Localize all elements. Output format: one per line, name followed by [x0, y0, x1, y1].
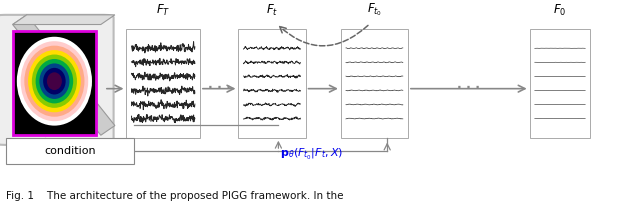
Polygon shape: [13, 15, 115, 135]
Ellipse shape: [17, 37, 92, 126]
Bar: [340, 29, 408, 138]
Ellipse shape: [43, 68, 66, 95]
Text: · · ·: · · ·: [208, 81, 230, 94]
Bar: [13, 31, 96, 135]
Ellipse shape: [20, 41, 88, 121]
Text: $F_0$: $F_0$: [554, 3, 566, 18]
Polygon shape: [13, 15, 115, 24]
FancyBboxPatch shape: [0, 15, 114, 145]
Ellipse shape: [32, 55, 77, 108]
Text: · · ·: · · ·: [458, 81, 480, 94]
Bar: [530, 29, 590, 138]
Ellipse shape: [36, 59, 73, 103]
Bar: [6, 138, 134, 164]
Ellipse shape: [47, 72, 62, 90]
Ellipse shape: [24, 46, 84, 117]
Text: condition: condition: [45, 146, 96, 156]
Bar: [127, 29, 200, 138]
Text: fMRI: fMRI: [40, 152, 68, 165]
Bar: [13, 31, 96, 135]
Ellipse shape: [28, 50, 81, 112]
Text: $F_T$: $F_T$: [156, 3, 170, 18]
Ellipse shape: [40, 63, 69, 99]
Text: $F_t$: $F_t$: [266, 3, 278, 18]
Bar: [239, 29, 306, 138]
Text: Fig. 1    The architecture of the proposed PIGG framework. In the: Fig. 1 The architecture of the proposed …: [6, 191, 344, 201]
Text: $\mathbf{p}_{\theta}(F_{t_0}|F_t,X)$: $\mathbf{p}_{\theta}(F_{t_0}|F_t,X)$: [280, 147, 344, 162]
Text: $F_{t_0}$: $F_{t_0}$: [367, 2, 382, 18]
